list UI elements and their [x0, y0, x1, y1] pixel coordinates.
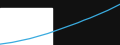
Bar: [0, 8, 52, 45]
